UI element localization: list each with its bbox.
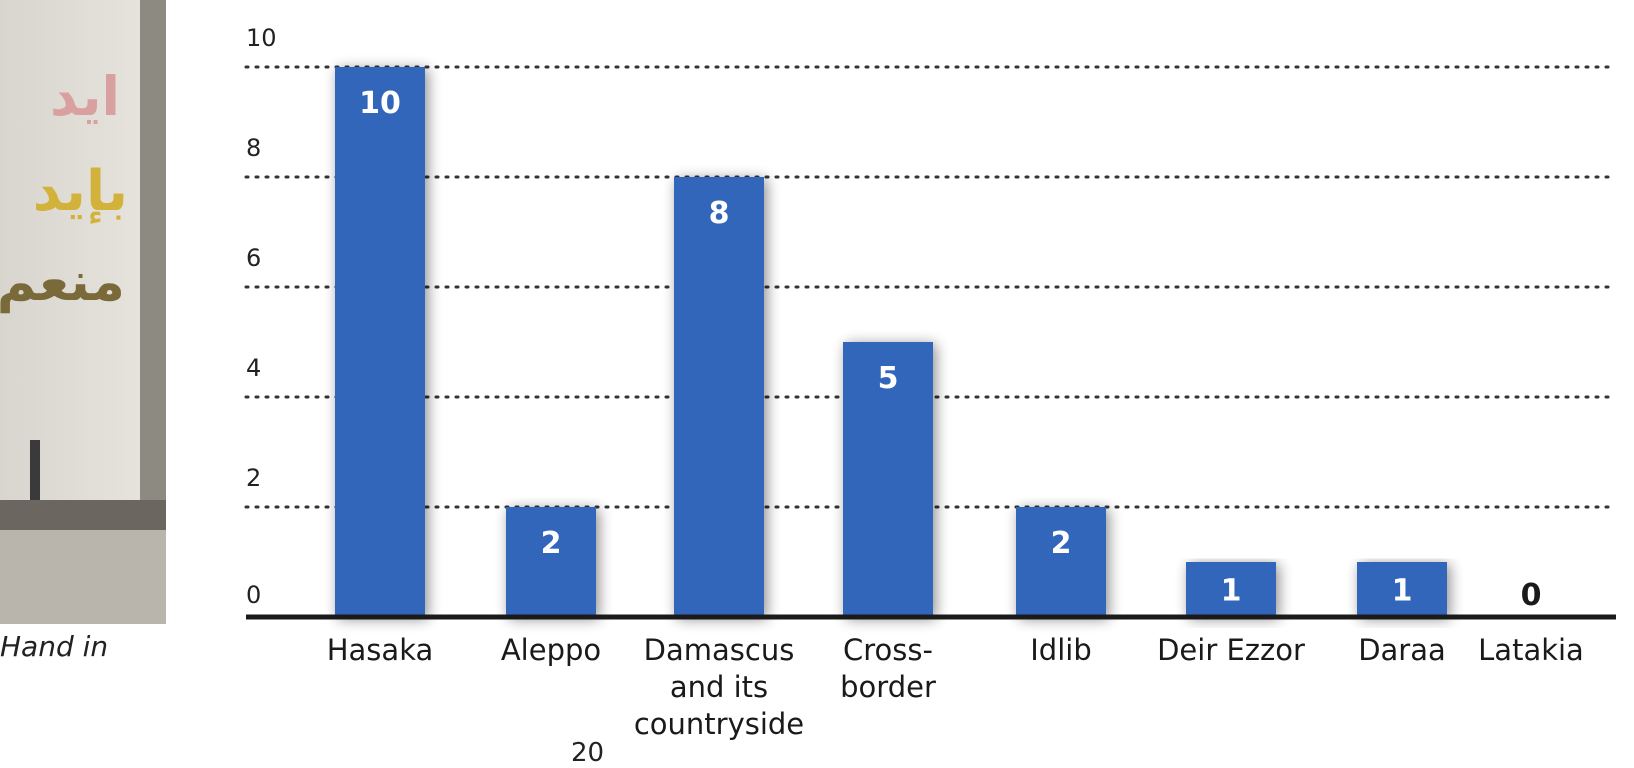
page-number: 20 [571,738,605,768]
bar-0 [335,67,425,617]
data-label-3: 5 [878,361,899,396]
bar-4 [1016,507,1106,617]
category-label-line: Idlib [1030,633,1091,667]
bar-2 [674,177,764,617]
bar-1 [506,507,596,617]
bar-3 [843,342,933,617]
category-label-line: Deir Ezzor [1157,633,1305,667]
category-label-4: Idlib [1030,633,1091,667]
graffiti-photo: ايد بإيد منعم [0,0,166,624]
y-axis-ticks: 0 2 4 6 8 10 [246,24,277,609]
category-label-line: Damascus [644,633,795,667]
graffiti-line-3: منعم [0,250,125,313]
y-tick-label-2: 2 [246,464,261,492]
photo-caption: Hand in [0,630,109,663]
category-label-0: Hasaka [327,633,434,667]
category-label-3: Cross-border [840,633,936,704]
y-tick-label-4: 4 [246,354,261,382]
category-label-7: Latakia [1478,633,1584,667]
y-tick-label-10: 10 [246,24,277,52]
gridlines [244,65,1618,509]
category-label-line: Daraa [1358,633,1446,667]
data-label-5: 1 [1221,574,1242,609]
category-label-line: border [840,670,936,704]
data-label-1: 2 [541,526,562,561]
data-label-2: 8 [709,196,730,231]
graffiti-line-2: بإيد [33,159,128,224]
category-label-line: Latakia [1478,633,1584,667]
category-label-line: and its [670,670,768,704]
category-label-1: Aleppo [501,633,601,667]
category-label-6: Daraa [1358,633,1446,667]
category-label-2: Damascus and its countryside [634,633,804,741]
category-label-5: Deir Ezzor [1157,633,1305,667]
x-axis-categories: Hasaka Aleppo Damascus and its countryside Cr… [327,633,1584,741]
data-label-0: 10 [359,86,401,121]
category-label-line: Cross- [843,633,933,667]
bar-5 [1186,562,1276,617]
category-label-line: countryside [634,707,804,741]
graffiti-line-1: ايد [50,65,120,128]
y-tick-label-0: 0 [246,581,261,609]
data-label-7: 0 [1521,578,1542,613]
data-label-6: 1 [1392,574,1413,609]
bar-6 [1357,562,1447,617]
y-tick-label-8: 8 [246,134,261,162]
category-label-line: Hasaka [327,633,434,667]
y-tick-label-6: 6 [246,244,261,272]
data-label-4: 2 [1051,526,1072,561]
category-label-line: Aleppo [501,633,601,667]
